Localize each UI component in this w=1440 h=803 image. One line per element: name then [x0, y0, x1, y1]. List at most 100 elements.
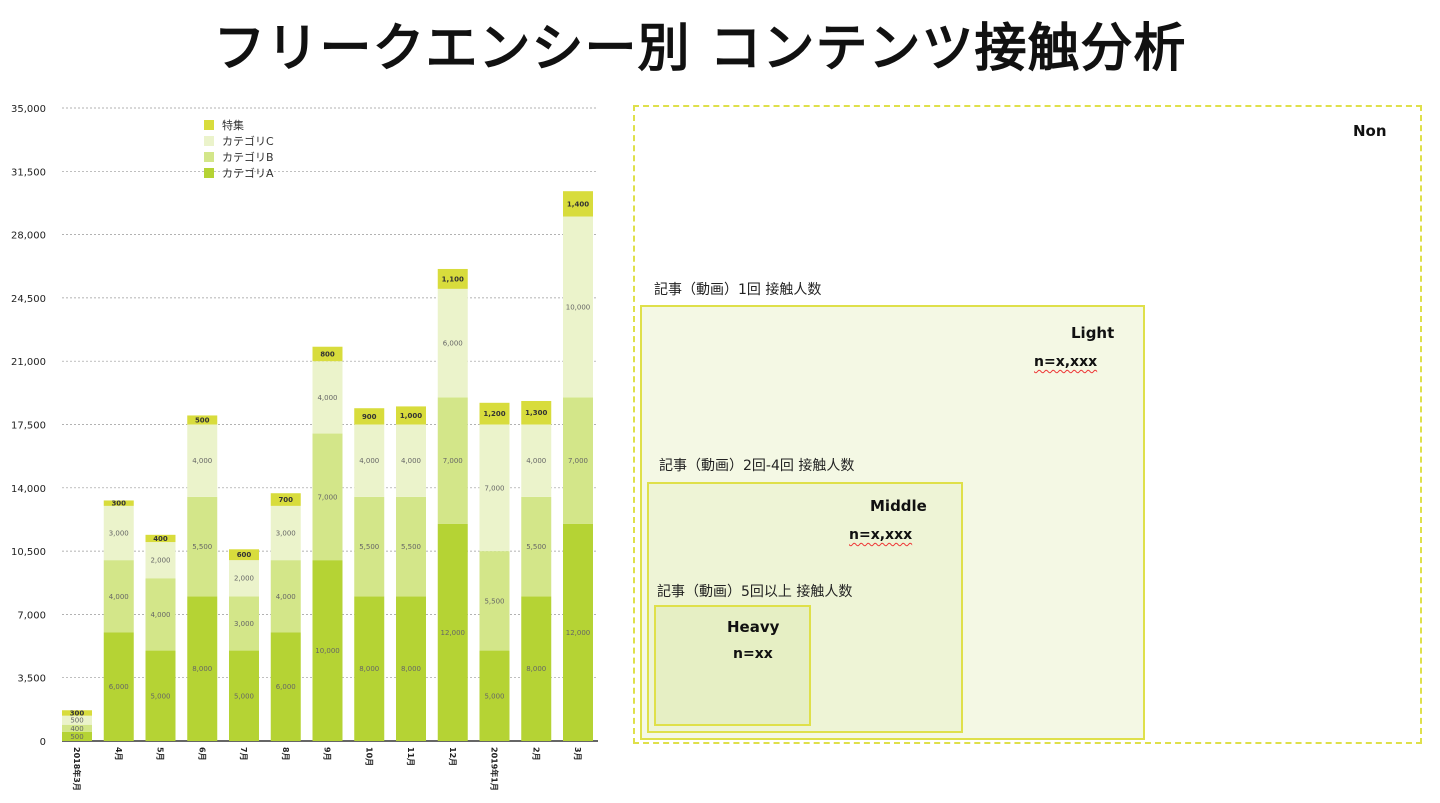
data-label: 8,000	[526, 665, 546, 673]
data-label: 500	[195, 416, 210, 424]
legend-swatch	[204, 152, 214, 162]
data-label: 7,000	[484, 484, 504, 492]
bar-segment	[229, 549, 259, 561]
data-label: 5,500	[401, 543, 421, 551]
bar-segment	[479, 424, 510, 552]
data-label: 7,000	[443, 457, 463, 465]
data-label: 8,000	[192, 665, 212, 673]
data-label: 900	[362, 413, 377, 421]
x-tick-label: 2018年3月	[72, 747, 82, 791]
y-tick-label: 31,500	[11, 167, 46, 178]
y-tick-label: 7,000	[17, 610, 46, 621]
data-label: 4,000	[150, 611, 170, 619]
y-tick-label: 10,500	[11, 547, 46, 558]
bar-segment	[396, 406, 426, 425]
bar-segment	[312, 361, 343, 434]
bar-segment	[437, 288, 468, 398]
data-label: 5,000	[484, 692, 504, 700]
middle-label: Middle	[870, 497, 927, 515]
x-tick-label: 4月	[114, 747, 123, 761]
data-label: 1,000	[400, 412, 422, 420]
middle-count: n=x,xxx	[849, 527, 913, 543]
bar-segment	[145, 578, 176, 651]
data-label: 5,500	[359, 543, 379, 551]
y-tick-label: 3,500	[17, 674, 46, 685]
legend-swatch	[204, 136, 214, 146]
x-tick-label: 10月	[364, 747, 373, 766]
data-label: 6,000	[443, 340, 463, 348]
bar-segment	[437, 397, 468, 524]
y-tick-label: 35,000	[11, 104, 46, 115]
light-count: n=x,xxx	[1034, 354, 1098, 370]
data-label: 4,000	[317, 394, 337, 402]
bar-segment	[479, 402, 510, 425]
heavy-count: n=xx	[733, 646, 773, 662]
x-tick-label: 7月	[239, 747, 248, 761]
bar-segment	[62, 724, 92, 732]
x-tick-label: 11月	[406, 747, 415, 766]
bar-segment	[396, 496, 426, 597]
data-label: 7,000	[568, 457, 588, 465]
bar-segment	[103, 560, 134, 633]
data-label: 1,400	[567, 200, 589, 208]
y-tick-label: 17,500	[11, 421, 46, 432]
data-label: 500	[70, 717, 83, 725]
bar-segment	[563, 216, 593, 398]
bar-segment	[145, 650, 176, 741]
data-label: 600	[237, 551, 252, 559]
x-tick-label: 3月	[573, 747, 582, 761]
bar-segment	[437, 523, 468, 741]
bar-segment	[187, 415, 218, 425]
heavy-segment-box	[654, 605, 811, 726]
bar-segment	[563, 397, 593, 524]
data-label: 5,500	[526, 543, 546, 551]
data-label: 800	[320, 350, 335, 358]
data-label: 6,000	[276, 683, 296, 691]
y-tick-label: 0	[40, 737, 46, 748]
legend-label: カテゴリC	[222, 134, 274, 148]
bar-segment	[312, 560, 343, 741]
data-label: 500	[70, 733, 83, 741]
bar-segment	[521, 400, 552, 425]
bar-segment	[187, 424, 218, 497]
bar-segment	[437, 268, 468, 289]
data-label: 8,000	[359, 665, 379, 673]
data-label: 700	[278, 496, 293, 504]
data-label: 4,000	[276, 593, 296, 601]
bar-segment	[521, 424, 552, 497]
bar-segment	[354, 496, 385, 597]
x-tick-label: 9月	[323, 747, 332, 761]
stacked-bar-chart: 0 3,500 7,000 10,500 14,000 17,500 21,000 24,50…	[11, 104, 598, 791]
y-tick-label: 21,000	[11, 357, 46, 368]
bar-segment	[229, 650, 259, 741]
bar-segment	[396, 424, 426, 497]
bar-segment	[312, 346, 343, 362]
data-label: 400	[153, 535, 168, 543]
bar-segment	[229, 560, 259, 597]
data-label: 8,000	[401, 665, 421, 673]
data-label: 1,200	[483, 410, 505, 418]
bar-segment	[145, 542, 176, 579]
data-label: 4,000	[401, 457, 421, 465]
data-label: 7,000	[317, 493, 337, 501]
light-caption: 記事（動画）1回 接触人数	[654, 282, 822, 298]
y-tick-label: 28,000	[11, 231, 46, 242]
data-label: 300	[111, 500, 126, 508]
data-label: 5,500	[484, 597, 504, 605]
x-tick-label: 12月	[448, 747, 457, 766]
data-label: 3,000	[276, 530, 296, 538]
bar-segment	[396, 596, 426, 741]
data-label: 12,000	[566, 629, 591, 637]
data-label: 300	[70, 709, 85, 717]
legend-label: 特集	[222, 118, 244, 132]
bar-segment	[62, 710, 92, 716]
light-label: Light	[1071, 324, 1115, 342]
bar-segment	[312, 433, 343, 561]
x-tick-label: 8月	[281, 747, 290, 761]
data-label: 4,000	[109, 593, 129, 601]
x-tick-label: 2019年1月	[490, 747, 500, 791]
middle-caption: 記事（動画）2回-4回 接触人数	[659, 458, 855, 474]
bar-segment	[270, 632, 301, 741]
data-label: 1,300	[525, 409, 547, 417]
data-label: 12,000	[441, 629, 466, 637]
